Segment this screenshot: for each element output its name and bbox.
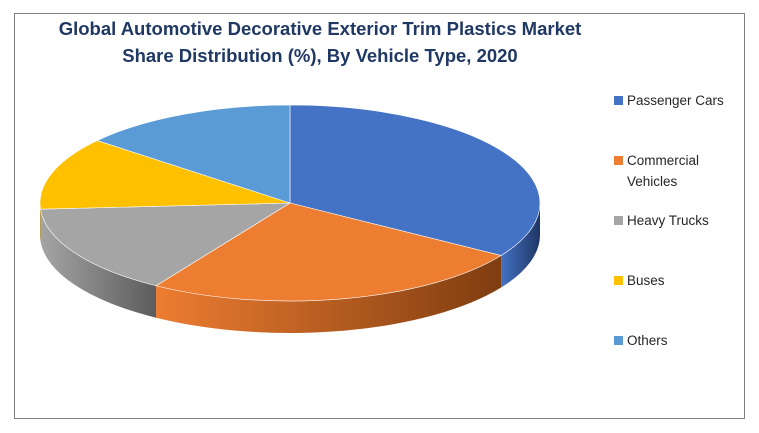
legend-label: Heavy Trucks <box>627 213 709 228</box>
legend-item: Buses <box>614 270 737 291</box>
legend-item: Passenger Cars <box>614 90 737 111</box>
legend-item: Heavy Trucks <box>614 210 737 231</box>
pie-slice-buses <box>39 140 291 210</box>
legend-swatch <box>614 336 623 345</box>
pie-slices <box>39 104 541 302</box>
pie-side-commercial-vehicles <box>156 255 502 334</box>
legend-swatch <box>614 276 623 285</box>
legend-item: Commercial Vehicles <box>614 150 737 192</box>
legend-label: Others <box>627 333 668 348</box>
pie-sides <box>40 203 540 334</box>
pie-side-heavy-trucks <box>40 209 157 318</box>
legend-swatch <box>614 156 623 165</box>
pie-slice-others <box>96 104 291 204</box>
legend-label: Commercial Vehicles <box>627 153 700 189</box>
chart-subtitle: Share Distribution (%), By Vehicle Type,… <box>122 45 518 66</box>
legend-item: Others <box>614 330 737 351</box>
legend-swatch <box>614 96 623 105</box>
legend-label: Buses <box>627 273 665 288</box>
pie-slice-heavy-trucks <box>40 202 292 287</box>
legend-label: Passenger Cars <box>627 93 724 108</box>
chart-title-block: Global Automotive Decorative Exterior Tr… <box>40 15 600 69</box>
chart-title: Global Automotive Decorative Exterior Tr… <box>58 18 582 39</box>
pie-side-passenger-cars <box>501 203 540 288</box>
pie-slice-passenger-cars <box>289 104 541 256</box>
pie-slice-commercial-vehicles <box>155 202 502 302</box>
legend-swatch <box>614 216 623 225</box>
